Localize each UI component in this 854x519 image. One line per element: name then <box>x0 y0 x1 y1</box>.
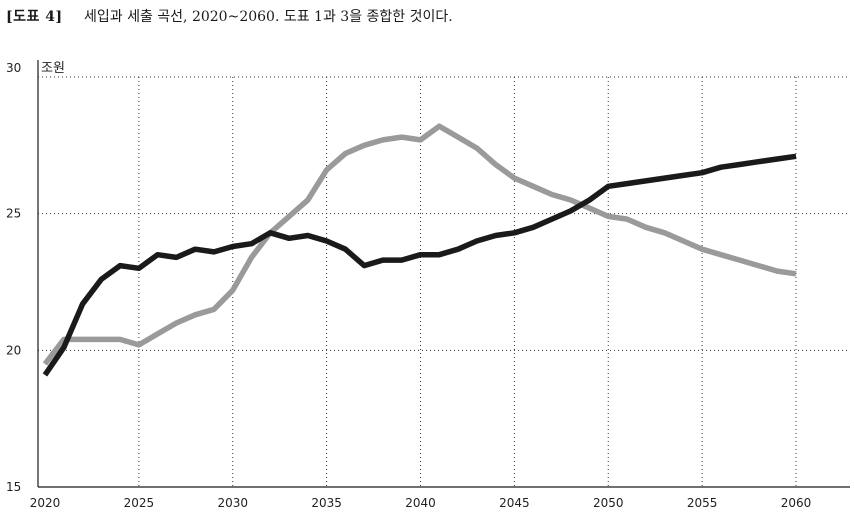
y-tick-label-30: 30 <box>6 61 21 75</box>
x-tick-label-2060: 2060 <box>781 496 812 510</box>
axes <box>37 60 850 488</box>
figure-caption: 세입과 세출 곡선, 2020~2060. 도표 1과 3을 종합한 것이다. <box>84 9 453 25</box>
y-tick-label-20: 20 <box>6 343 21 357</box>
x-tick-label-2020: 2020 <box>30 496 61 510</box>
x-tick-label-2045: 2045 <box>499 496 530 510</box>
y-tick-label-25: 25 <box>6 207 21 221</box>
x-tick-label-2055: 2055 <box>687 496 718 510</box>
y-tick-label-15: 15 <box>6 480 21 494</box>
series-line-2 <box>42 123 797 366</box>
y-axis-unit-label: 조원 <box>41 61 65 76</box>
x-tick-label-2030: 2030 <box>217 496 248 510</box>
grid <box>38 76 850 487</box>
figure-label: [도표 4] <box>6 9 63 25</box>
x-tick-label-2025: 2025 <box>124 496 155 510</box>
x-tick-label-2050: 2050 <box>593 496 624 510</box>
series-line-1 <box>42 153 797 377</box>
x-tick-label-2035: 2035 <box>311 496 342 510</box>
series-lines <box>42 123 797 377</box>
x-tick-label-2040: 2040 <box>405 496 436 510</box>
